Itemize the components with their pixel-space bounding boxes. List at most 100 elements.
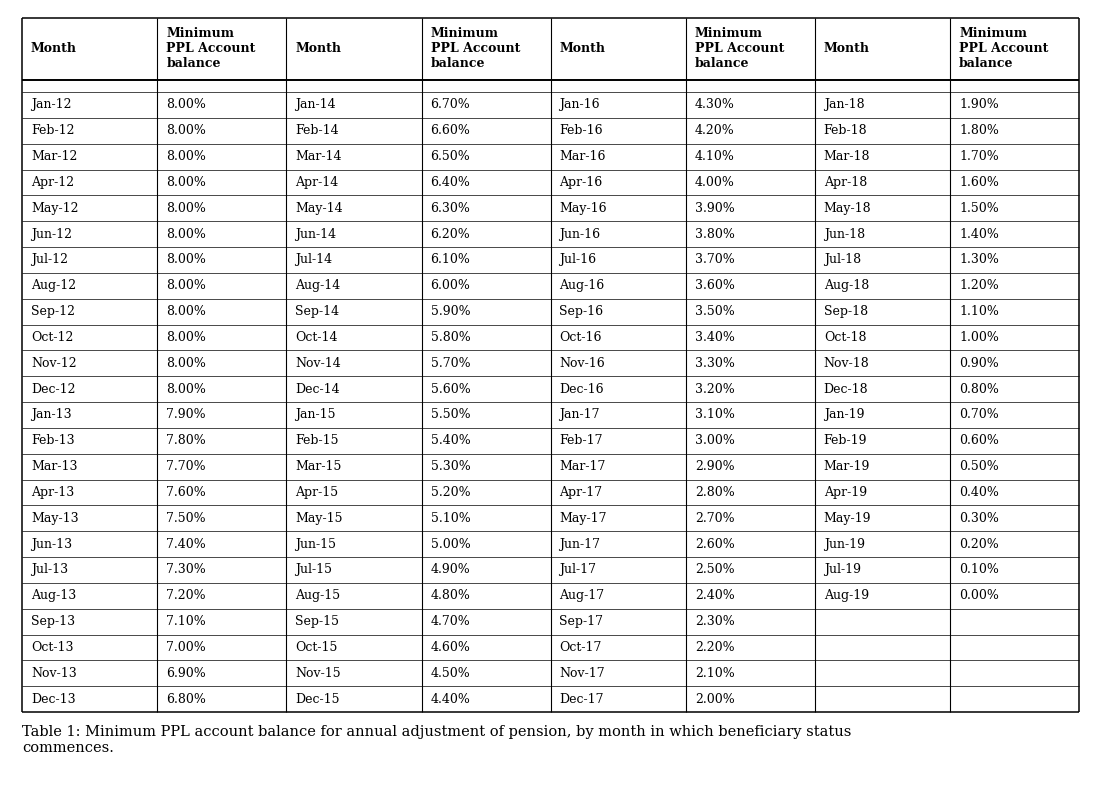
Text: Oct-18: Oct-18 (824, 331, 866, 344)
Text: Jan-13: Jan-13 (31, 409, 72, 421)
Text: Jul-17: Jul-17 (559, 563, 597, 577)
Text: May-15: May-15 (295, 512, 342, 525)
Text: 8.00%: 8.00% (166, 176, 206, 189)
Text: 8.00%: 8.00% (166, 202, 206, 215)
Text: 8.00%: 8.00% (166, 150, 206, 163)
Text: Dec-12: Dec-12 (31, 383, 76, 395)
Text: 4.80%: 4.80% (430, 589, 470, 602)
Text: 4.90%: 4.90% (430, 563, 470, 577)
Text: Aug-12: Aug-12 (31, 280, 76, 292)
Text: Jan-18: Jan-18 (824, 98, 864, 112)
Text: Nov-15: Nov-15 (295, 667, 341, 680)
Text: Apr-18: Apr-18 (824, 176, 866, 189)
Text: Nov-16: Nov-16 (559, 356, 606, 370)
Text: Nov-13: Nov-13 (31, 667, 77, 680)
Text: 5.20%: 5.20% (430, 486, 470, 499)
Text: 4.50%: 4.50% (430, 667, 470, 680)
Text: 5.40%: 5.40% (430, 434, 470, 447)
Text: 0.40%: 0.40% (959, 486, 999, 499)
Text: Minimum
PPL Account
balance: Minimum PPL Account balance (166, 28, 255, 70)
Text: 3.40%: 3.40% (695, 331, 734, 344)
Text: 6.20%: 6.20% (430, 227, 470, 241)
Text: Dec-18: Dec-18 (824, 383, 869, 395)
Text: 6.40%: 6.40% (430, 176, 470, 189)
Text: 0.80%: 0.80% (959, 383, 999, 395)
Text: 1.10%: 1.10% (959, 305, 999, 318)
Text: Mar-12: Mar-12 (31, 150, 77, 163)
Text: 7.90%: 7.90% (166, 409, 206, 421)
Text: 7.50%: 7.50% (166, 512, 206, 525)
Text: Jun-14: Jun-14 (295, 227, 337, 241)
Text: Jul-18: Jul-18 (824, 253, 861, 266)
Text: 7.20%: 7.20% (166, 589, 206, 602)
Text: 6.10%: 6.10% (430, 253, 470, 266)
Text: 8.00%: 8.00% (166, 253, 206, 266)
Text: Month: Month (295, 43, 341, 55)
Text: 6.00%: 6.00% (430, 280, 470, 292)
Text: Minimum
PPL Account
balance: Minimum PPL Account balance (959, 28, 1048, 70)
Text: Jan-14: Jan-14 (295, 98, 336, 112)
Text: 5.50%: 5.50% (430, 409, 470, 421)
Text: Apr-16: Apr-16 (559, 176, 602, 189)
Text: 0.90%: 0.90% (959, 356, 999, 370)
Text: Aug-14: Aug-14 (295, 280, 340, 292)
Text: Mar-13: Mar-13 (31, 460, 77, 473)
Text: Jun-17: Jun-17 (559, 538, 600, 550)
Text: 1.40%: 1.40% (959, 227, 999, 241)
Text: 7.40%: 7.40% (166, 538, 206, 550)
Text: 8.00%: 8.00% (166, 331, 206, 344)
Text: Nov-12: Nov-12 (31, 356, 77, 370)
Text: 3.90%: 3.90% (695, 202, 734, 215)
Text: 8.00%: 8.00% (166, 227, 206, 241)
Text: Oct-12: Oct-12 (31, 331, 74, 344)
Text: Jul-19: Jul-19 (824, 563, 861, 577)
Text: Month: Month (31, 43, 77, 55)
Text: 1.20%: 1.20% (959, 280, 999, 292)
Text: 5.10%: 5.10% (430, 512, 470, 525)
Text: Dec-13: Dec-13 (31, 692, 76, 706)
Text: Mar-14: Mar-14 (295, 150, 341, 163)
Text: 1.00%: 1.00% (959, 331, 999, 344)
Text: 4.70%: 4.70% (430, 615, 470, 628)
Text: Jan-15: Jan-15 (295, 409, 336, 421)
Text: 6.60%: 6.60% (430, 124, 470, 137)
Text: Aug-18: Aug-18 (824, 280, 869, 292)
Text: May-16: May-16 (559, 202, 607, 215)
Text: 0.00%: 0.00% (959, 589, 999, 602)
Text: Sep-15: Sep-15 (295, 615, 339, 628)
Text: Mar-16: Mar-16 (559, 150, 606, 163)
Text: 8.00%: 8.00% (166, 356, 206, 370)
Text: 6.30%: 6.30% (430, 202, 470, 215)
Text: Feb-13: Feb-13 (31, 434, 75, 447)
Text: Sep-14: Sep-14 (295, 305, 339, 318)
Text: 2.80%: 2.80% (695, 486, 734, 499)
Text: Jun-13: Jun-13 (31, 538, 73, 550)
Text: 3.60%: 3.60% (695, 280, 734, 292)
Text: 8.00%: 8.00% (166, 98, 206, 112)
Text: May-18: May-18 (824, 202, 871, 215)
Text: Apr-19: Apr-19 (824, 486, 866, 499)
Text: 2.60%: 2.60% (695, 538, 734, 550)
Text: Month: Month (824, 43, 870, 55)
Text: Feb-18: Feb-18 (824, 124, 868, 137)
Text: Apr-14: Apr-14 (295, 176, 338, 189)
Text: 1.80%: 1.80% (959, 124, 999, 137)
Text: 8.00%: 8.00% (166, 124, 206, 137)
Text: Jun-12: Jun-12 (31, 227, 72, 241)
Text: 1.60%: 1.60% (959, 176, 999, 189)
Text: 0.70%: 0.70% (959, 409, 999, 421)
Text: 1.30%: 1.30% (959, 253, 999, 266)
Text: Jul-15: Jul-15 (295, 563, 333, 577)
Text: Apr-13: Apr-13 (31, 486, 74, 499)
Text: Minimum
PPL Account
balance: Minimum PPL Account balance (430, 28, 520, 70)
Text: 6.70%: 6.70% (430, 98, 470, 112)
Text: 6.50%: 6.50% (430, 150, 470, 163)
Text: Aug-16: Aug-16 (559, 280, 604, 292)
Text: Jul-13: Jul-13 (31, 563, 68, 577)
Text: 7.60%: 7.60% (166, 486, 206, 499)
Text: 5.60%: 5.60% (430, 383, 470, 395)
Text: Mar-17: Mar-17 (559, 460, 606, 473)
Text: 6.80%: 6.80% (166, 692, 206, 706)
Text: 7.10%: 7.10% (166, 615, 206, 628)
Text: Feb-17: Feb-17 (559, 434, 603, 447)
